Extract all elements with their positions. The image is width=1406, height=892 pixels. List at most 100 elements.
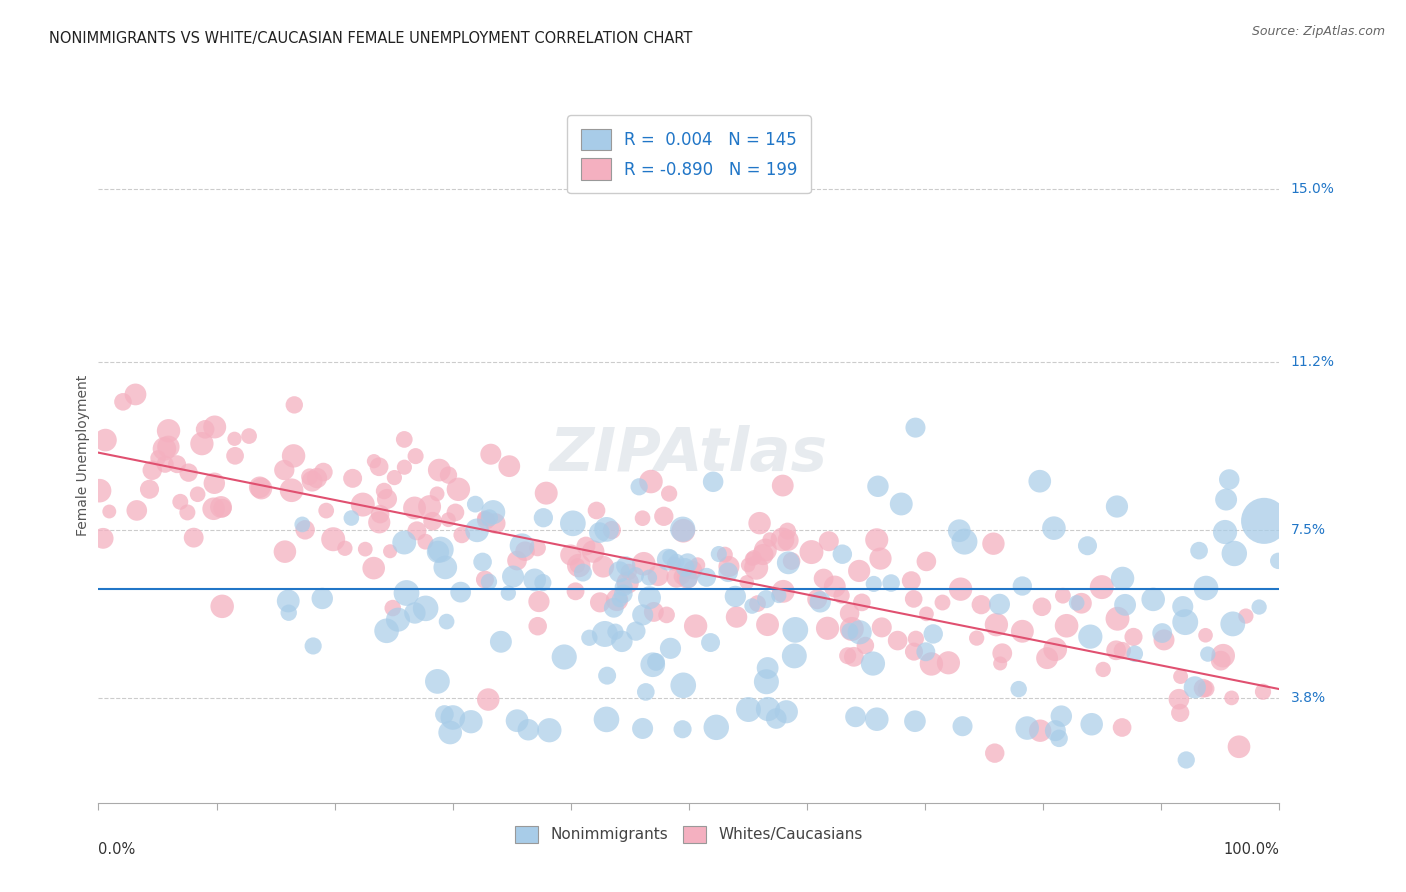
Point <box>904 632 927 646</box>
Point <box>953 534 976 549</box>
Y-axis label: Female Unemployment: Female Unemployment <box>76 375 90 535</box>
Point <box>1050 709 1073 723</box>
Point <box>1105 643 1128 657</box>
Point <box>437 468 460 483</box>
Point <box>984 746 1007 760</box>
Point <box>696 570 718 584</box>
Point <box>671 569 693 583</box>
Point <box>373 483 395 498</box>
Point <box>1091 580 1114 594</box>
Point <box>671 723 693 737</box>
Point <box>862 577 884 591</box>
Point <box>157 440 180 454</box>
Point <box>378 544 401 558</box>
Point <box>741 599 763 613</box>
Point <box>283 398 305 412</box>
Point <box>1043 521 1066 535</box>
Point <box>755 674 778 689</box>
Point <box>682 563 704 577</box>
Point <box>1008 682 1031 697</box>
Point <box>904 420 927 434</box>
Point <box>312 465 335 479</box>
Point <box>1222 616 1244 631</box>
Point <box>426 674 449 689</box>
Point <box>1043 642 1066 657</box>
Point <box>845 710 868 724</box>
Point <box>745 560 768 574</box>
Point <box>903 645 925 659</box>
Point <box>1122 630 1144 644</box>
Point <box>609 592 631 607</box>
Point <box>277 594 299 608</box>
Point <box>368 516 391 530</box>
Point <box>98 504 121 518</box>
Point <box>340 511 363 525</box>
Point <box>886 633 908 648</box>
Point <box>141 463 163 477</box>
Point <box>1092 663 1115 677</box>
Point <box>1212 648 1234 663</box>
Point <box>202 501 225 516</box>
Point <box>915 607 938 621</box>
Point <box>315 503 337 517</box>
Point <box>209 500 232 514</box>
Point <box>588 525 610 540</box>
Point <box>1171 599 1194 614</box>
Point <box>609 565 631 579</box>
Point <box>742 550 765 565</box>
Point <box>717 559 740 574</box>
Point <box>1175 753 1198 767</box>
Point <box>673 560 696 574</box>
Point <box>169 495 191 509</box>
Point <box>531 510 554 524</box>
Point <box>1267 554 1289 568</box>
Point <box>1227 739 1250 754</box>
Point <box>772 584 794 599</box>
Text: Source: ZipAtlas.com: Source: ZipAtlas.com <box>1251 25 1385 38</box>
Point <box>311 591 333 606</box>
Point <box>920 657 942 671</box>
Point <box>506 553 529 567</box>
Point <box>624 624 647 639</box>
Point <box>813 572 835 586</box>
Point <box>704 720 727 734</box>
Point <box>211 599 233 614</box>
Point <box>988 657 1011 671</box>
Point <box>991 646 1014 660</box>
Point <box>983 537 1005 551</box>
Point <box>585 503 607 517</box>
Point <box>772 478 794 492</box>
Point <box>725 610 748 624</box>
Point <box>665 570 688 584</box>
Point <box>655 607 678 622</box>
Point <box>775 705 797 719</box>
Point <box>352 498 374 512</box>
Point <box>474 573 496 587</box>
Point <box>1017 721 1039 735</box>
Point <box>1036 651 1059 665</box>
Point <box>904 714 927 729</box>
Point <box>1249 600 1271 615</box>
Point <box>125 503 148 517</box>
Point <box>578 631 600 645</box>
Point <box>560 548 582 562</box>
Point <box>444 505 467 519</box>
Point <box>1066 596 1088 610</box>
Point <box>1251 684 1274 698</box>
Point <box>439 725 461 739</box>
Point <box>1167 692 1189 706</box>
Point <box>342 471 364 485</box>
Point <box>652 509 675 524</box>
Legend: Nonimmigrants, Whites/Caucasians: Nonimmigrants, Whites/Caucasians <box>508 818 870 851</box>
Point <box>89 483 111 498</box>
Point <box>489 634 512 648</box>
Point <box>758 533 780 547</box>
Point <box>862 657 884 671</box>
Point <box>780 554 803 568</box>
Point <box>177 466 200 480</box>
Point <box>1107 612 1129 626</box>
Point <box>404 606 426 620</box>
Point <box>415 601 437 615</box>
Point <box>1105 500 1128 514</box>
Point <box>531 575 554 590</box>
